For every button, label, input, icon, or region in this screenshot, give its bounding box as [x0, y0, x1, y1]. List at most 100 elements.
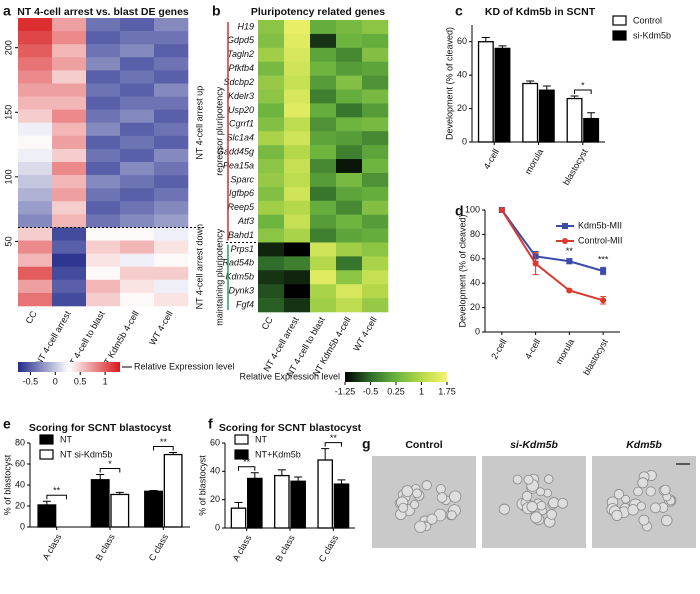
- heatmap-cell: [362, 228, 389, 243]
- heatmap-cell: [336, 200, 363, 215]
- heatmap-cell: [310, 33, 337, 49]
- legend-swatch: [234, 449, 249, 460]
- heatmap-cell: [154, 227, 189, 241]
- gene-label: Prps1: [230, 244, 254, 254]
- heatmap-cell: [86, 188, 121, 202]
- heatmap-cell: [284, 270, 311, 285]
- colorbar-tick-label: -0.5: [363, 386, 379, 396]
- heatmap-cell: [336, 298, 363, 313]
- x-tick-label: C class: [147, 532, 171, 563]
- heatmap-cell: [336, 228, 363, 243]
- heatmap-cell: [18, 83, 53, 97]
- heatmap-cell: [336, 256, 363, 271]
- heatmap-cell: [52, 292, 87, 307]
- heatmap-cell: [362, 117, 389, 132]
- embryo: [426, 513, 438, 525]
- legend-swatch: [39, 449, 54, 460]
- error-bar: [587, 112, 596, 119]
- heatmap-cell: [86, 44, 121, 58]
- significance-label: **: [160, 437, 168, 447]
- heatmap-cell: [52, 44, 87, 58]
- heatmap-cell: [86, 201, 121, 215]
- heatmap-cell: [284, 284, 311, 299]
- significance-label: *: [108, 459, 112, 469]
- bar: [110, 493, 130, 528]
- heatmap-cell: [18, 214, 53, 228]
- heatmap-cell: [258, 47, 285, 63]
- heatmap-cell: [362, 214, 389, 229]
- heatmap-cell: [336, 75, 363, 90]
- embryo: [412, 488, 422, 499]
- heatmap-cell: [120, 175, 155, 189]
- embryo: [530, 511, 543, 524]
- heatmap-cell: [310, 61, 337, 76]
- heatmap-cell: [310, 159, 337, 174]
- heatmap-cell: [154, 83, 189, 97]
- colorbar-tick-label: 0.5: [74, 376, 87, 386]
- heatmap-cell: [52, 57, 87, 71]
- heatmap-cell: [362, 33, 389, 49]
- heatmap-cell: [154, 96, 189, 110]
- x-tick-label: C class: [317, 533, 341, 564]
- marker: [566, 258, 573, 265]
- colorbar-label: Relative Expression level: [239, 371, 340, 381]
- heatmap-cell: [258, 75, 285, 90]
- gene-label: Sdcbp2: [223, 77, 254, 87]
- heatmap-cell: [18, 57, 53, 71]
- legend-label: si-Kdm5b: [633, 30, 671, 40]
- gene-label: Fgf4: [236, 299, 254, 309]
- legend-label: NT+Kdm5b: [255, 449, 301, 459]
- gene-label: Bahd1: [228, 230, 254, 240]
- heatmap-cell: [18, 96, 53, 110]
- panel-tag: c: [455, 3, 463, 19]
- significance-label: *: [581, 80, 585, 90]
- heatmap-cell: [154, 162, 189, 176]
- heatmap-cell: [154, 214, 189, 228]
- marker: [600, 268, 607, 274]
- significance-bracket: [574, 89, 592, 95]
- heatmap-cell: [362, 145, 389, 160]
- heatmap-cell: [18, 266, 53, 281]
- heatmap-cell: [120, 109, 155, 124]
- heatmap-cell: [284, 75, 311, 90]
- column-label: CC: [260, 315, 275, 332]
- y-tick-label: 40: [457, 70, 467, 80]
- embryo: [512, 474, 523, 485]
- bar: [583, 117, 600, 143]
- heatmap-cell: [120, 83, 155, 97]
- heatmap-cell: [284, 89, 311, 104]
- gene-label: Pfkfb4: [228, 63, 254, 73]
- heatmap-cell: [86, 279, 121, 294]
- significance-label: ***: [598, 255, 609, 265]
- heatmap-cell: [362, 89, 389, 104]
- gene-label: Igfbp6: [229, 188, 254, 198]
- heatmap-cell: [258, 256, 285, 271]
- heatmap-cell: [18, 188, 53, 202]
- heatmap-cell: [310, 89, 337, 104]
- heatmap-cell: [362, 256, 389, 271]
- marker: [600, 297, 607, 304]
- heatmap-cell: [258, 103, 285, 118]
- legend-swatch: [39, 434, 54, 445]
- heatmap-cell: [18, 18, 53, 32]
- y-tick-label: 80: [470, 229, 480, 239]
- heatmap-cell: [18, 135, 53, 150]
- heatmap-cell: [18, 240, 53, 254]
- colorbar-tick-label: -1.25: [335, 386, 356, 396]
- significance-bracket: [99, 468, 121, 473]
- y-axis-label: % of blastocyst: [197, 455, 207, 516]
- heatmap-cell: [52, 83, 87, 97]
- heatmap-cell: [336, 145, 363, 160]
- significance-bracket: [324, 442, 342, 447]
- heatmap-cell: [154, 44, 189, 58]
- heatmap-cell: [284, 214, 311, 229]
- heatmap-cell: [258, 214, 285, 229]
- heatmap-cell: [258, 228, 285, 243]
- image-label: Kdm5b: [626, 439, 662, 451]
- legend-label: Control-MII: [578, 235, 623, 245]
- embryo: [611, 509, 623, 521]
- heatmap-cell: [310, 186, 337, 202]
- heatmap-cell: [362, 284, 389, 299]
- line: [501, 209, 604, 272]
